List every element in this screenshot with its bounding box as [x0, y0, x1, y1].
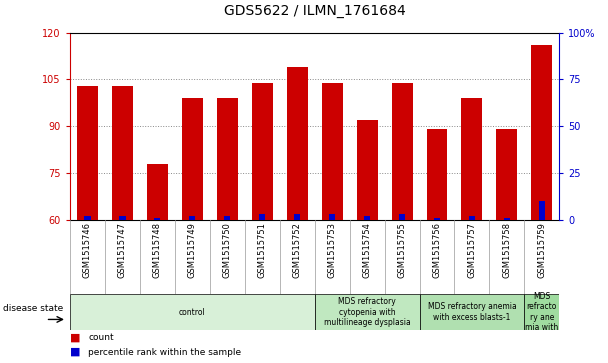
Bar [119, 216, 125, 220]
Bar [392, 82, 412, 220]
Bar [216, 98, 238, 220]
Text: GSM1515757: GSM1515757 [468, 222, 477, 278]
Bar [426, 129, 447, 220]
Bar [356, 120, 378, 220]
Text: ■: ■ [70, 333, 80, 343]
Text: GSM1515751: GSM1515751 [258, 222, 267, 278]
Bar [469, 216, 475, 220]
Bar [85, 216, 91, 220]
Text: GSM1515748: GSM1515748 [153, 222, 162, 278]
Text: ■: ■ [70, 347, 80, 357]
Text: GSM1515747: GSM1515747 [118, 222, 127, 278]
Bar [112, 86, 133, 220]
Bar [399, 214, 405, 220]
Bar [252, 82, 272, 220]
Bar [329, 214, 335, 220]
Bar [224, 216, 230, 220]
Text: MDS
refracto
ry ane
mia with: MDS refracto ry ane mia with [525, 292, 559, 332]
Bar [420, 294, 524, 330]
Bar [364, 216, 370, 220]
Bar [189, 216, 195, 220]
Bar [286, 67, 308, 220]
Text: GSM1515746: GSM1515746 [83, 222, 92, 278]
Bar [496, 129, 517, 220]
Bar [531, 45, 552, 220]
Bar [77, 86, 98, 220]
Bar [434, 218, 440, 220]
Text: GSM1515759: GSM1515759 [537, 222, 547, 278]
Text: GDS5622 / ILMN_1761684: GDS5622 / ILMN_1761684 [224, 4, 406, 18]
Text: GSM1515750: GSM1515750 [223, 222, 232, 278]
Text: GSM1515752: GSM1515752 [292, 222, 302, 278]
Text: count: count [88, 333, 114, 342]
Text: GSM1515755: GSM1515755 [398, 222, 407, 278]
Bar [294, 214, 300, 220]
Bar [315, 294, 420, 330]
Text: control: control [179, 308, 206, 317]
Bar [154, 218, 161, 220]
Text: GSM1515753: GSM1515753 [328, 222, 337, 278]
Bar [182, 98, 202, 220]
Text: GSM1515758: GSM1515758 [502, 222, 511, 278]
Bar [322, 82, 342, 220]
Bar [539, 201, 545, 220]
Bar [461, 98, 482, 220]
Text: MDS refractory
cytopenia with
multilineage dysplasia: MDS refractory cytopenia with multilinea… [323, 297, 410, 327]
Text: percentile rank within the sample: percentile rank within the sample [88, 348, 241, 356]
Text: GSM1515749: GSM1515749 [188, 222, 197, 278]
Bar [70, 294, 315, 330]
Text: GSM1515754: GSM1515754 [362, 222, 371, 278]
Text: GSM1515756: GSM1515756 [432, 222, 441, 278]
Bar [147, 163, 168, 220]
Text: MDS refractory anemia
with excess blasts-1: MDS refractory anemia with excess blasts… [427, 302, 516, 322]
Bar [504, 218, 510, 220]
Bar [259, 214, 265, 220]
Bar [524, 294, 559, 330]
Text: disease state: disease state [3, 304, 63, 313]
